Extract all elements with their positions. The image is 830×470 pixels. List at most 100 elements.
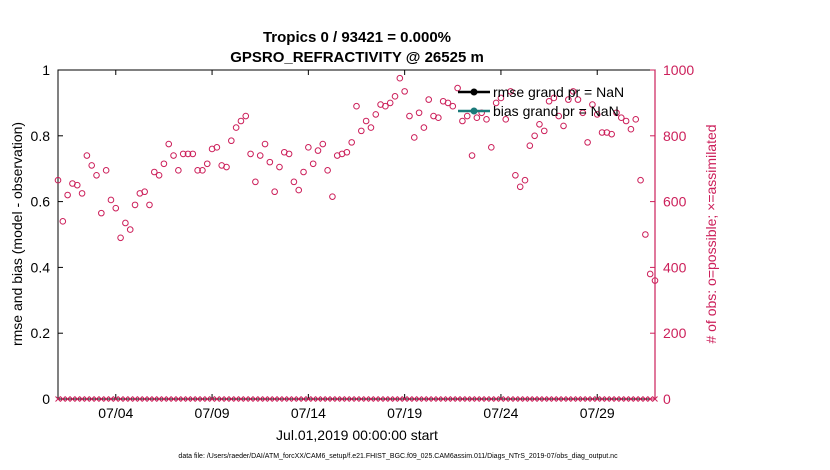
assimilated-stroke [93,396,100,402]
possible-point [579,109,587,117]
assimilated-point [151,396,158,402]
assimilated-point [565,396,572,402]
x-tick-label: 07/09 [195,405,230,421]
assimilated-stroke [271,396,278,402]
assimilated-point [112,396,119,402]
assimilated-stroke [647,396,654,402]
assimilated-stroke [642,396,649,402]
possible-point [131,201,139,209]
assimilated-point [353,396,360,402]
assimilated-stroke [632,396,639,402]
assimilated-point [618,396,625,402]
possible-point [362,117,370,125]
assimilated-point [392,396,398,402]
possible-point [213,144,221,151]
y-tick-label-left: 1 [42,62,50,78]
assimilated-point [132,396,138,402]
y-tick-label-right: 400 [663,259,687,275]
assimilated-stroke [546,396,552,402]
assimilated-point [324,396,331,402]
possible-point [276,163,283,171]
possible-point [324,167,331,174]
possible-point [593,111,601,118]
assimilated-point [117,396,124,402]
assimilated-stroke [64,396,71,402]
possible-point [203,160,211,168]
assimilated-point [526,396,533,402]
assimilated-point [546,396,552,402]
legend-bias-marker [470,107,478,115]
assimilated-point [570,396,577,402]
possible-point [396,74,404,82]
assimilated-stroke [319,396,326,402]
assimilated-point [262,396,268,402]
assimilated-stroke [252,396,259,402]
x-tick-label: 07/29 [580,405,615,421]
assimilated-point [541,396,548,402]
possible-point [194,167,201,174]
assimilated-stroke [565,396,572,402]
possible-point [343,148,351,156]
possible-point [102,167,110,174]
assimilated-stroke [233,396,239,402]
assimilated-point [98,396,105,402]
y-tick-label-right: 800 [663,128,687,144]
possible-point [242,112,250,120]
y-axis-label-right: # of obs: o=possible; ×=assimilated [703,124,719,343]
y-tick-label-right: 600 [663,194,687,210]
assimilated-stroke [199,396,206,402]
possible-point [406,112,413,120]
possible-point [228,137,235,145]
assimilated-point [189,396,196,402]
possible-point [122,219,129,227]
assimilated-point [469,396,475,402]
possible-point [353,102,360,110]
possible-point [179,150,187,158]
possible-point [545,97,553,105]
assimilated-point [257,396,264,402]
possible-point [637,176,644,184]
assimilated-stroke [445,396,451,402]
assimilated-point [377,396,384,402]
assimilated-stroke [315,396,321,402]
assimilated-stroke [103,396,109,402]
assimilated-stroke [339,396,345,402]
assimilated-point [382,396,389,402]
assimilated-point [170,396,177,402]
assimilated-point [59,396,66,402]
possible-point [488,144,495,151]
possible-point [425,96,433,103]
possible-point [569,88,577,95]
possible-point [463,112,471,120]
assimilated-point [209,396,215,402]
assimilated-stroke [353,396,360,402]
assimilated-stroke [266,396,273,402]
assimilated-stroke [348,396,355,402]
possible-point [415,109,423,117]
assimilated-stroke [435,396,442,402]
assimilated-point [334,396,341,402]
possible-point [309,160,317,168]
assimilated-stroke [98,396,105,402]
assimilated-stroke [618,396,625,402]
possible-point [459,117,466,125]
assimilated-stroke [594,396,601,402]
assimilated-point [218,396,225,402]
possible-point [223,163,230,171]
possible-point [497,94,505,102]
possible-point [560,122,567,130]
assimilated-stroke [175,396,182,402]
possible-point [526,142,534,149]
assimilated-point [507,396,514,402]
assimilated-point [281,396,288,402]
possible-point [232,124,240,131]
assimilated-stroke [291,396,297,402]
assimilated-point [440,396,447,402]
possible-point [367,124,375,131]
assimilated-stroke [117,396,124,402]
assimilated-stroke [637,396,644,402]
assimilated-stroke [579,396,586,402]
assimilated-point [233,396,239,402]
possible-point [290,178,298,186]
assimilated-stroke [570,396,577,402]
